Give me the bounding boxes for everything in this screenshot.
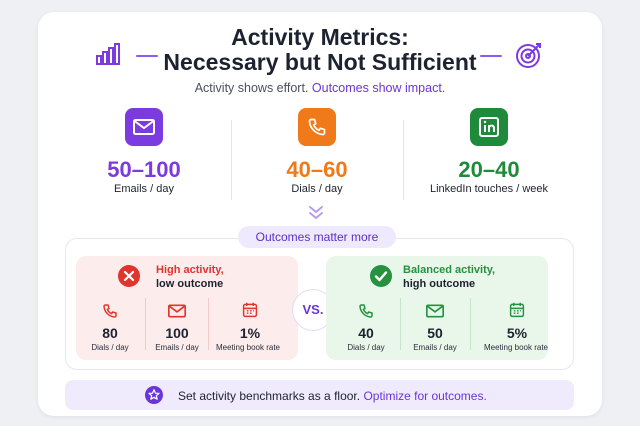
phone-icon <box>308 118 326 136</box>
mail-icon <box>133 119 155 135</box>
high-rate-label: Meeting book rate <box>215 343 281 352</box>
mail-icon <box>426 302 444 320</box>
balanced-rate-value: 5% <box>506 325 528 341</box>
balanced-activity-title: Balanced activity, <box>403 264 496 276</box>
linkedin-tile <box>470 108 508 146</box>
balanced-rate-label: Meeting book rate <box>483 343 549 352</box>
balanced-dials-value: 40 <box>358 325 374 341</box>
calendar-icon <box>508 301 526 319</box>
stat-divider <box>470 298 471 350</box>
decor-line-right <box>480 55 502 57</box>
high-emails-label: Emails / day <box>155 343 199 352</box>
page-title-line2: Necessary but Not Sufficient <box>163 49 477 75</box>
balanced-activity-subtitle: high outcome <box>403 278 476 290</box>
high-dials-label: Dials / day <box>91 343 129 352</box>
balanced-emails-value: 50 <box>427 325 443 341</box>
high-rate-value: 1% <box>239 325 261 341</box>
high-activity-title: High activity, <box>156 264 224 276</box>
email-tile <box>125 108 163 146</box>
high-activity-box <box>76 256 298 360</box>
star-badge-icon <box>145 386 163 404</box>
stat-divider <box>400 298 401 350</box>
balanced-dials-label: Dials / day <box>347 343 385 352</box>
page-title-line1: Activity Metrics: <box>231 24 409 50</box>
balanced-emails-label: Emails / day <box>413 343 457 352</box>
linkedin-label: LinkedIn touches / week <box>429 183 549 195</box>
chevron-down-icon <box>306 205 326 221</box>
subtitle: Activity shows effort. Outcomes show imp… <box>0 81 640 95</box>
subtitle-lead: Activity shows effort. <box>194 81 309 95</box>
target-icon <box>514 40 544 70</box>
dial-value: 40–60 <box>286 157 348 182</box>
phone-icon <box>101 302 119 320</box>
metric-divider-1 <box>231 120 232 200</box>
bar-chart-icon <box>95 42 121 66</box>
footer-highlight: Optimize for outcomes. <box>363 389 487 403</box>
outcomes-pill: Outcomes matter more <box>238 226 396 248</box>
high-dials-value: 80 <box>102 325 118 341</box>
dial-tile <box>298 108 336 146</box>
calendar-icon <box>241 301 259 319</box>
x-circle-icon <box>117 264 141 288</box>
stat-divider <box>208 298 209 350</box>
linkedin-value: 20–40 <box>458 157 520 182</box>
email-label: Emails / day <box>114 183 174 195</box>
phone-icon <box>357 302 375 320</box>
mail-icon <box>168 302 186 320</box>
metric-divider-2 <box>403 120 404 200</box>
dial-label: Dials / day <box>291 183 343 195</box>
high-emails-value: 100 <box>165 325 189 341</box>
subtitle-highlight: Outcomes show impact. <box>311 81 446 95</box>
stat-divider <box>145 298 146 350</box>
footer-lead: Set activity benchmarks as a floor. <box>178 389 361 403</box>
decor-line-left <box>136 55 158 57</box>
check-circle-icon <box>369 264 393 288</box>
footer-text: Set activity benchmarks as a floor. Opti… <box>178 389 487 403</box>
high-activity-subtitle: low outcome <box>156 278 224 290</box>
email-value: 50–100 <box>107 157 181 182</box>
linkedin-icon <box>479 117 499 137</box>
